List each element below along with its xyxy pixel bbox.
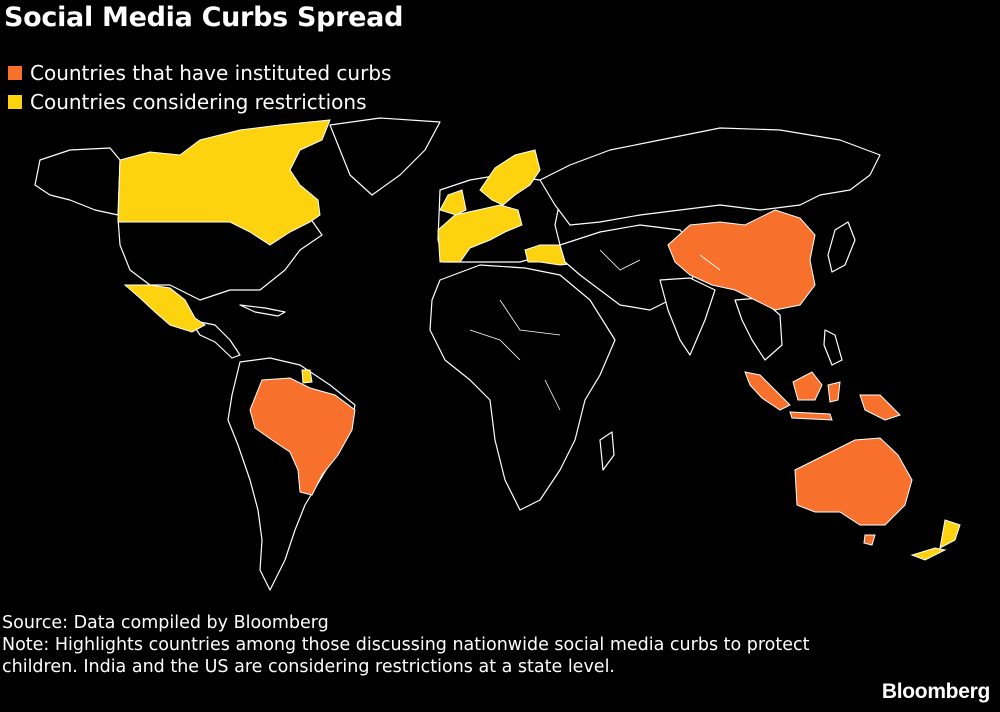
- chart-title: Social Media Curbs Spread: [4, 2, 404, 33]
- land-japan: [827, 221, 856, 273]
- world-map: [34, 117, 961, 591]
- region-uk-ireland: [439, 189, 467, 216]
- region-brazil: [249, 377, 356, 496]
- legend-swatch-instituted: [8, 65, 22, 80]
- land-greenland: [329, 117, 441, 196]
- region-western-europe: [437, 204, 523, 263]
- land-russia: [539, 127, 881, 226]
- region-sulawesi-papua: [827, 381, 901, 421]
- borders: [469, 249, 721, 411]
- legend-item-considering: Countries considering restrictions: [8, 87, 391, 116]
- region-new-zealand: [910, 519, 961, 561]
- land-caribbean: [239, 304, 286, 317]
- land-africa: [429, 264, 616, 511]
- bloomberg-logo: Bloomberg: [881, 680, 990, 703]
- legend-item-instituted: Countries that have instituted curbs: [8, 58, 391, 87]
- legend: Countries that have instituted curbs Cou…: [8, 58, 391, 116]
- region-java: [789, 411, 833, 421]
- legend-label-considering: Countries considering restrictions: [30, 89, 367, 114]
- land-india: [659, 277, 716, 356]
- region-scandinavia: [479, 149, 541, 206]
- footer: Source: Data compiled by Bloomberg Note:…: [2, 612, 832, 678]
- region-mexico: [123, 284, 206, 333]
- region-canada: [117, 119, 331, 246]
- legend-swatch-considering: [8, 94, 22, 109]
- region-china: [667, 209, 816, 311]
- legend-label-instituted: Countries that have instituted curbs: [30, 60, 392, 85]
- note-text: Note: Highlights countries among those d…: [2, 635, 810, 677]
- land-alaska: [34, 147, 121, 216]
- land-madagascar: [599, 431, 615, 471]
- region-borneo: [792, 371, 823, 401]
- region-indonesia-malaysia: [744, 371, 791, 411]
- region-tasmania: [863, 534, 876, 546]
- land-philippines: [823, 329, 843, 366]
- source-text: Source: Data compiled by Bloomberg: [2, 613, 329, 633]
- region-australia: [794, 437, 913, 526]
- region-french-guiana: [301, 369, 313, 384]
- land-central-america: [189, 319, 241, 359]
